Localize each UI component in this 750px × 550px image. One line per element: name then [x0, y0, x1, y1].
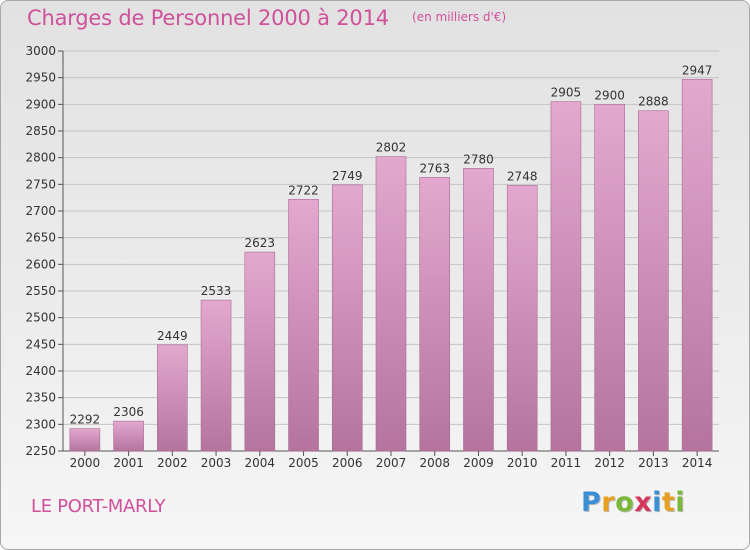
- bar-2011: [550, 101, 582, 452]
- data-labels: 2292 2306 2449 2533 2623 2722 2749 2802 2763 2780…: [70, 63, 713, 426]
- y-tick-label: 2950: [25, 71, 56, 85]
- bar-2007: [375, 156, 407, 452]
- bar-2008: [419, 177, 451, 452]
- chart-title: Charges de Personnel 2000 à 2014: [27, 6, 389, 30]
- x-tick-label: 2003: [201, 456, 232, 470]
- x-tick-label: 2010: [507, 456, 538, 470]
- logo-letter: i: [652, 487, 662, 518]
- y-tick-label: 2450: [25, 337, 56, 351]
- y-tick-label: 2600: [25, 257, 56, 271]
- y-tick-label: 2400: [25, 364, 56, 378]
- y-tick-label: 2900: [25, 97, 56, 111]
- y-tick-label: 2250: [25, 444, 56, 458]
- commune-name: LE PORT-MARLY: [31, 496, 166, 517]
- bar-2003: [200, 299, 232, 452]
- bar-2000: [69, 428, 101, 452]
- y-tick-label: 2500: [25, 311, 56, 325]
- bars: [69, 78, 713, 452]
- y-tick-label: 2850: [25, 124, 56, 138]
- y-tick-label: 2550: [25, 284, 56, 298]
- x-tick-label: 2005: [288, 456, 319, 470]
- x-tick-label: 2001: [113, 456, 144, 470]
- bar-2010: [506, 185, 538, 452]
- bar-2002: [157, 344, 188, 452]
- logo-letter: r: [601, 487, 616, 518]
- data-label-2014: 2947: [682, 63, 713, 77]
- bar-2009: [463, 168, 494, 452]
- chart-unit-note: (en milliers d'€): [412, 10, 507, 24]
- x-tick-label: 2004: [245, 456, 276, 470]
- x-tick-label: 2002: [157, 456, 188, 470]
- bar-2006: [331, 184, 363, 452]
- data-label-2009: 2780: [463, 152, 494, 166]
- data-label-2004: 2623: [245, 236, 276, 250]
- data-label-2001: 2306: [113, 405, 144, 419]
- bar-2005: [288, 198, 319, 452]
- x-tick-label: 2011: [551, 456, 582, 470]
- data-label-2010: 2748: [507, 169, 538, 183]
- y-tick-label: 3000: [25, 44, 56, 58]
- logo-letter: o: [615, 487, 635, 518]
- x-tick-labels: 2000 2001 2002 2003 2004 2005 2006 2007 2008 2009…: [70, 451, 713, 470]
- data-label-2003: 2533: [201, 284, 232, 298]
- chart-header: Charges de Personnel 2000 à 2014 (en mil…: [27, 6, 506, 30]
- logo-letter: P: [581, 487, 602, 518]
- data-label-2013: 2888: [638, 95, 669, 109]
- bar-2013: [638, 110, 669, 452]
- y-tick-label: 2700: [25, 204, 56, 218]
- y-tick-label: 2300: [25, 417, 56, 431]
- data-label-2005: 2722: [288, 183, 319, 197]
- bar-2001: [113, 420, 144, 452]
- x-tick-label: 2014: [682, 456, 713, 470]
- y-tick-labels: 2250 2300 2350 2400 2450 2500 2550 2600 2650 2700…: [25, 44, 63, 458]
- logo-letter: x: [634, 487, 653, 518]
- y-tick-label: 2650: [25, 231, 56, 245]
- data-label-2012: 2900: [594, 88, 625, 102]
- y-tick-label: 2750: [25, 177, 56, 191]
- data-label-2007: 2802: [376, 141, 407, 155]
- data-label-2002: 2449: [157, 329, 188, 343]
- x-tick-label: 2012: [594, 456, 625, 470]
- logo-letter: i: [675, 487, 686, 518]
- bar-2014: [681, 78, 713, 452]
- x-tick-label: 2009: [463, 456, 494, 470]
- logo-letter: t: [661, 487, 676, 518]
- bar-2004: [244, 251, 276, 452]
- proxiti-logo: Proxiti: [581, 487, 685, 518]
- y-tick-label: 2350: [25, 391, 56, 405]
- y-tick-label: 2800: [25, 151, 56, 165]
- x-tick-label: 2006: [332, 456, 363, 470]
- data-label-2008: 2763: [419, 161, 450, 175]
- x-tick-label: 2000: [70, 456, 101, 470]
- data-label-2000: 2292: [70, 413, 101, 427]
- x-tick-label: 2013: [638, 456, 669, 470]
- x-tick-label: 2007: [376, 456, 407, 470]
- data-label-2006: 2749: [332, 169, 363, 183]
- x-tick-label: 2008: [419, 456, 450, 470]
- data-label-2011: 2905: [551, 86, 582, 100]
- bar-2012: [594, 104, 625, 452]
